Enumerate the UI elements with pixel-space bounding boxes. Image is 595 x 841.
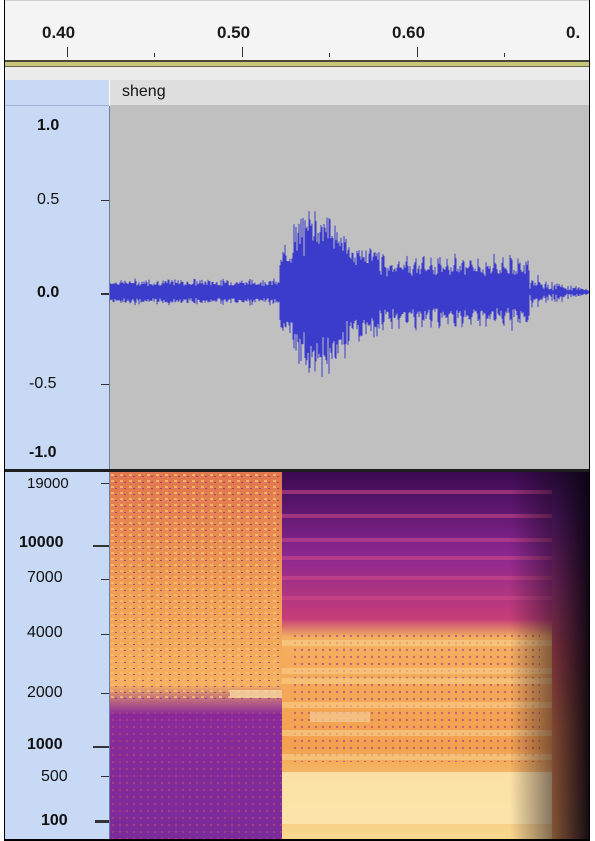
- spec-axis-tick: [101, 483, 109, 484]
- spec-label-19000: 19000: [27, 475, 69, 492]
- ruler-label-0-70: 0.: [566, 23, 581, 42]
- wave-axis-tick: [101, 293, 109, 295]
- ruler-minor-tick: [504, 53, 505, 57]
- spectrogram-harmonic-band: [282, 702, 552, 708]
- waveform-path: [110, 211, 589, 377]
- waveform-display[interactable]: [110, 106, 589, 470]
- track-divider: [5, 469, 589, 472]
- wave-axis-tick: [101, 200, 109, 201]
- spectrogram-formant-blob: [230, 690, 282, 698]
- spec-label-10000: 10000: [19, 534, 64, 551]
- spec-axis-tick: [93, 545, 109, 547]
- ruler-label-0-60: 0.60: [392, 23, 426, 42]
- spectrogram-harmonic-band: [282, 538, 552, 542]
- track-name-bar[interactable]: sheng: [110, 80, 589, 106]
- spec-axis-tick: [101, 776, 109, 777]
- spec-label-500: 500: [41, 768, 68, 785]
- ruler-major-tick: [417, 47, 418, 57]
- wave-label-0-5: 0.5: [37, 191, 60, 208]
- ruler-label-0-50: 0.50: [217, 23, 251, 42]
- spectrogram-display[interactable]: [110, 472, 589, 839]
- spec-axis-tick: [101, 693, 109, 694]
- spectrogram-harmonic-band: [282, 640, 552, 646]
- ruler-bottom-line: [5, 60, 589, 62]
- ruler-minor-tick: [329, 53, 330, 57]
- wave-label-neg-1-0: -1.0: [29, 444, 57, 461]
- spectrogram-harmonic-texture: [290, 632, 540, 762]
- spectrogram-harmonic-band: [282, 514, 552, 518]
- spec-label-100: 100: [41, 812, 68, 829]
- spectrogram-formant-blob: [310, 712, 370, 722]
- track-corner: [5, 80, 109, 106]
- spectrogram-harmonic-band: [282, 556, 552, 560]
- spec-axis-tick: [101, 579, 109, 580]
- spectrogram-harmonic-band: [282, 754, 552, 760]
- window-border-left: [4, 0, 5, 841]
- spec-axis-tick: [95, 820, 109, 823]
- ruler-label-0-40: 0.40: [42, 23, 76, 42]
- wave-label-0-0: 0.0: [37, 284, 60, 301]
- ruler-gap: [5, 67, 589, 80]
- spectrogram-harmonic-band: [282, 490, 552, 494]
- spectrogram-harmonic-bands: [282, 490, 552, 760]
- spectrogram-harmonic-band: [282, 576, 552, 580]
- vertical-ruler[interactable]: 1.0 0.5 0.0 -0.5 -1.0 19000 10000 7000 4…: [5, 106, 110, 839]
- spectrogram-low-noise-texture: [110, 707, 282, 839]
- track-name: sheng: [122, 83, 166, 100]
- spec-label-4000: 4000: [27, 624, 63, 641]
- window-border-bottom: [4, 839, 590, 841]
- ruler-accent-line: [5, 66, 589, 67]
- spectrogram-harmonic-band: [282, 668, 552, 674]
- spectrogram-fundamental-band: [282, 772, 552, 824]
- spec-axis-tick: [101, 634, 109, 635]
- timeline-ruler[interactable]: 0.40 0.50 0.60 0.: [5, 0, 589, 61]
- wave-label-neg-0-5: -0.5: [29, 375, 57, 392]
- spec-axis-tick: [93, 746, 109, 748]
- ruler-minor-tick: [154, 53, 155, 57]
- wave-label-1-0: 1.0: [37, 117, 60, 134]
- wave-axis-tick: [101, 384, 109, 385]
- spectrogram-fade: [510, 472, 589, 839]
- spectrogram-harmonic-band: [282, 678, 552, 684]
- ruler-accent-band: [5, 62, 589, 66]
- spectrogram-noise-texture: [110, 472, 282, 702]
- spec-label-1000: 1000: [27, 736, 63, 753]
- spectrogram-harmonic-band: [282, 730, 552, 736]
- window-border-right: [589, 0, 590, 841]
- spectrogram-harmonic-band: [282, 596, 552, 600]
- ruler-major-tick: [242, 47, 243, 57]
- ruler-major-tick: [67, 47, 68, 57]
- spec-label-7000: 7000: [27, 569, 63, 586]
- spec-label-2000: 2000: [27, 684, 63, 701]
- waveform-trace: [110, 211, 589, 377]
